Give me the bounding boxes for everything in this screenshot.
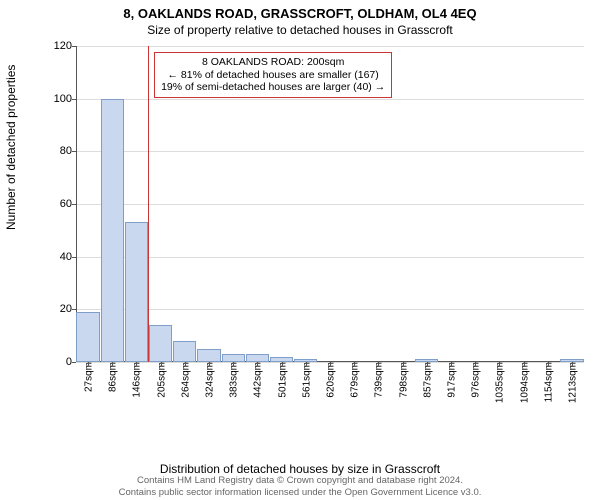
annotation-box: 8 OAKLANDS ROAD: 200sqm← 81% of detached… — [154, 52, 392, 98]
x-tick-label: 857sqm — [420, 362, 433, 398]
x-tick-mark — [427, 362, 428, 366]
x-tick-mark — [282, 362, 283, 366]
x-tick-mark — [354, 362, 355, 366]
histogram-bar — [222, 354, 245, 362]
y-tick-mark — [72, 362, 76, 363]
x-tick-mark — [403, 362, 404, 366]
histogram-bar — [101, 99, 124, 362]
x-tick-label: 917sqm — [444, 362, 457, 398]
x-tick-label: 27sqm — [82, 362, 95, 392]
x-tick-mark — [306, 362, 307, 366]
x-tick-label: 86sqm — [106, 362, 119, 392]
x-tick-label: 383sqm — [227, 362, 240, 398]
x-tick-mark — [161, 362, 162, 366]
page-title: 8, OAKLANDS ROAD, GRASSCROFT, OLDHAM, OL… — [0, 0, 600, 21]
x-tick-mark — [475, 362, 476, 366]
x-tick-mark — [209, 362, 210, 366]
x-axis-label: Distribution of detached houses by size … — [0, 462, 600, 476]
page-subtitle: Size of property relative to detached ho… — [0, 21, 600, 41]
credits-line: Contains HM Land Registry data © Crown c… — [0, 475, 600, 486]
y-axis-label: Number of detached properties — [4, 65, 18, 230]
grid-line — [76, 257, 584, 258]
grid-line — [76, 99, 584, 100]
x-tick-mark — [524, 362, 525, 366]
credits: Contains HM Land Registry data © Crown c… — [0, 475, 600, 498]
credits-line: Contains public sector information licen… — [0, 487, 600, 498]
grid-line — [76, 151, 584, 152]
x-tick-label: 1094sqm — [517, 362, 530, 403]
x-tick-mark — [257, 362, 258, 366]
histogram-bar — [149, 325, 172, 362]
x-tick-label: 442sqm — [251, 362, 264, 398]
x-tick-mark — [136, 362, 137, 366]
x-tick-label: 146sqm — [130, 362, 143, 398]
grid-line — [76, 309, 584, 310]
reference-line — [148, 46, 149, 362]
x-tick-label: 620sqm — [324, 362, 337, 398]
histogram-bar — [173, 341, 196, 362]
x-tick-label: 501sqm — [275, 362, 288, 398]
x-tick-label: 976sqm — [469, 362, 482, 398]
x-tick-label: 1154sqm — [541, 362, 554, 402]
x-tick-mark — [499, 362, 500, 366]
x-tick-label: 1213sqm — [565, 362, 578, 403]
plot-area: 02040608010012027sqm86sqm146sqm205sqm264… — [76, 46, 584, 362]
chart-container: 02040608010012027sqm86sqm146sqm205sqm264… — [40, 46, 588, 426]
x-tick-mark — [112, 362, 113, 366]
x-tick-label: 264sqm — [178, 362, 191, 398]
x-tick-label: 205sqm — [154, 362, 167, 398]
x-tick-label: 798sqm — [396, 362, 409, 398]
histogram-bar — [125, 222, 148, 362]
histogram-bar — [246, 354, 269, 362]
x-tick-label: 324sqm — [203, 362, 216, 398]
histogram-bar — [197, 349, 220, 362]
annotation-line: 8 OAKLANDS ROAD: 200sqm — [161, 56, 385, 69]
x-tick-mark — [548, 362, 549, 366]
histogram-bar — [76, 312, 99, 362]
x-tick-mark — [572, 362, 573, 366]
x-tick-mark — [88, 362, 89, 366]
x-tick-mark — [185, 362, 186, 366]
x-tick-label: 1035sqm — [493, 362, 506, 403]
x-tick-mark — [451, 362, 452, 366]
x-tick-mark — [330, 362, 331, 366]
annotation-line: 19% of semi-detached houses are larger (… — [161, 81, 385, 94]
grid-line — [76, 46, 584, 47]
grid-line — [76, 204, 584, 205]
x-tick-label: 679sqm — [348, 362, 361, 398]
annotation-line: ← 81% of detached houses are smaller (16… — [161, 69, 385, 82]
x-tick-mark — [378, 362, 379, 366]
x-tick-label: 561sqm — [299, 362, 312, 398]
x-tick-mark — [233, 362, 234, 366]
x-tick-label: 739sqm — [372, 362, 385, 398]
